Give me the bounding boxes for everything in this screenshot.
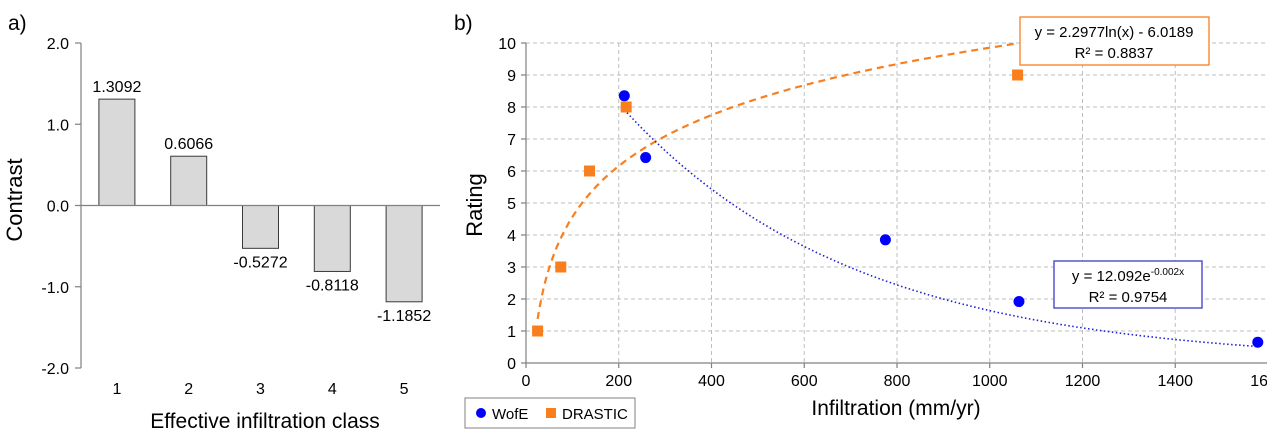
panel-b-y-tick-label: 4 [507,228,516,245]
panel-a-x-tick-label: 3 [256,381,265,398]
panel-a-y-tick-label: 1.0 [47,117,69,134]
wofe-point [640,152,652,164]
wofe-equation-box: y = 12.092e-0.002x R² = 0.9754 [1053,260,1203,309]
wofe-point [1252,336,1264,348]
legend-drastic-label: DRASTIC [562,406,628,423]
panel-b-x-tick-labels: 0 200 400 600 800 1000 1200 1400 1600 [522,363,1267,390]
panel-a-x-tick-label: 2 [184,381,193,398]
panel-a-bars [98,98,423,303]
drastic-equation-frame [1019,16,1210,66]
panel-b-y-tick-label: 5 [507,196,516,213]
panel-b-x-tick-label: 1000 [972,373,1008,390]
legend-wofe-marker [476,408,486,418]
panel-a-label: a) [8,12,27,35]
panel-a-y-axis-title: Contrast [2,158,27,241]
wofe-equation-frame [1053,260,1203,309]
panel-b-y-tick-label: 7 [507,132,516,149]
bar-data-label: 1.3092 [92,79,141,96]
drastic-r2-text: R² = 0.8837 [1075,45,1154,62]
panel-a-x-axis-title: Effective infiltration class [150,410,380,433]
bar-data-label: -0.8118 [306,277,359,294]
panel-a-x-tick-label: 4 [328,381,337,398]
panel-a-y-tick-label: -1.0 [41,280,69,297]
panel-a-y-tick-labels: -2.0 -1.0 0.0 1.0 2.0 [41,36,81,378]
drastic-equation-box: y = 2.2977ln(x) - 6.0189 R² = 0.8837 [1019,16,1210,66]
bar-class-3 [242,205,279,249]
wofe-point [618,90,630,102]
panel-a-x-tick-label: 5 [400,381,409,398]
drastic-point [1012,69,1024,81]
wofe-point [879,234,891,246]
bar-data-label: -1.1852 [377,308,431,325]
panel-b-y-tick-label: 3 [507,260,516,277]
panel-b-y-tick-label: 8 [507,100,516,117]
bar-class-5 [385,205,423,303]
panel-b-label: b) [454,12,473,35]
panel-b-y-tick-label: 6 [507,164,516,181]
bar-class-4 [313,205,351,272]
panel-b-y-tick-label: 1 [507,324,516,341]
panel-b-y-axis-title: Rating [462,173,487,237]
panel-b-x-tick-label: 400 [698,373,725,390]
panel-b-x-tick-label: 600 [791,373,818,390]
drastic-point [555,261,567,273]
drastic-point [584,165,596,177]
bar-class-1 [98,98,136,206]
bar-data-label: 0.6066 [164,136,213,153]
drastic-point [532,325,544,337]
panel-b-y-tick-label: 0 [507,356,516,373]
panel-b-x-tick-label: 800 [884,373,911,390]
panel-b-x-tick-label: 200 [605,373,632,390]
panel-b-y-tick-label: 9 [507,68,516,85]
panel-a: a) Contrast Effective infiltration class… [2,12,440,433]
wofe-exp-trendline [623,109,1258,348]
panel-a-y-tick-label: 2.0 [47,36,69,53]
panel-b-data-points [532,69,1264,348]
panel-b-legend: WofE DRASTIC [464,397,636,429]
panel-b-gridlines [526,42,1267,363]
panel-a-x-tick-label: 1 [112,381,121,398]
bar-class-2 [170,155,208,206]
panel-a-x-tick-labels: 1 2 3 4 5 [112,381,408,398]
wofe-equation-exponent: -0.002x [1151,267,1184,278]
panel-a-data-labels: 1.3092 0.6066 -0.5272 -0.8118 -1.1852 [92,79,431,325]
wofe-point [1013,296,1025,308]
panel-b-y-tick-label: 10 [498,36,516,53]
panel-a-y-tick-label: -2.0 [41,361,69,378]
wofe-r2-text: R² = 0.9754 [1089,289,1168,306]
bar-data-label: -0.5272 [233,254,287,271]
legend-drastic-marker [546,408,556,418]
panel-b: b) Rating Infiltration (mm/yr) 0 1 2 3 4 5 6 7 8… [454,12,1267,429]
drastic-log-trendline [536,42,1018,320]
drastic-equation-text: y = 2.2977ln(x) - 6.0189 [1035,24,1194,41]
drastic-point [620,101,632,113]
panel-b-y-tick-labels: 0 1 2 3 4 5 6 7 8 9 10 [498,36,526,373]
panel-b-y-tick-label: 2 [507,292,516,309]
panel-b-x-tick-label: 1400 [1157,373,1193,390]
panel-a-y-tick-label: 0.0 [47,199,69,216]
panel-b-x-tick-label: 0 [522,373,531,390]
panel-b-x-axis-title: Infiltration (mm/yr) [811,397,980,420]
wofe-equation-prefix: y = 12.092e [1072,268,1151,285]
panel-b-x-tick-label: 1600 [1250,373,1267,390]
panel-b-x-tick-label: 1200 [1065,373,1101,390]
legend-wofe-label: WofE [492,406,528,423]
wofe-equation-text: y = 12.092e-0.002x [1072,267,1184,285]
